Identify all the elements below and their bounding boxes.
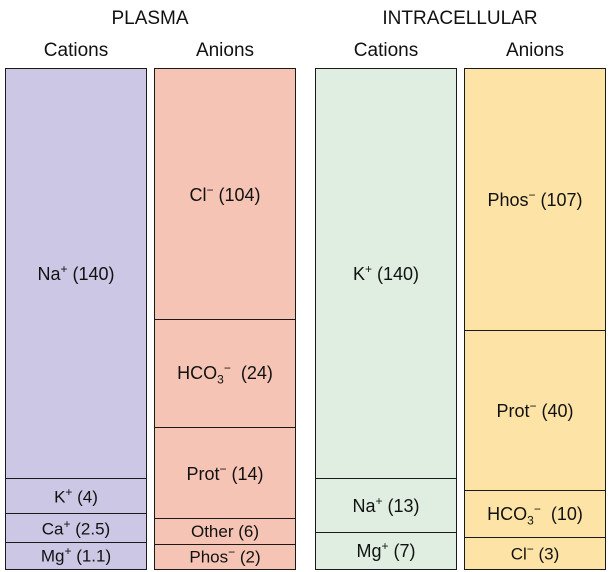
ion-value: (104) [213,184,261,205]
ion-charge: − [206,182,214,197]
ion-label: Phos− (107) [487,188,582,211]
intracellular-header: INTRACELLULAR [382,8,538,29]
ion-label: Cl− (3) [511,542,560,565]
ion-subscript: 3 [217,372,224,387]
ion-label: K+ (4) [54,485,98,508]
ion-name: Other [190,521,234,541]
ion-charge: + [63,516,71,531]
ion-value: (24) [230,363,273,383]
intra-anions-segment: Cl− (3) [464,537,606,570]
ion-value: (10) [540,503,583,524]
ion-value: (4) [72,487,98,507]
ion-label: Cl− (104) [189,183,260,206]
intracellular-cations-column: K+ (140) Na+ (13) Mg+ (7) [315,68,457,570]
intracellular-cations-header: Cations [353,40,419,61]
ion-name: Phos [487,190,529,211]
ion-name: Cl [189,184,207,205]
ion-subscript: 3 [527,513,534,528]
ion-name: Na [37,264,61,285]
plasma-cations-segment: Mg+ (1.1) [5,542,147,570]
intra-anions-segment: Phos− (107) [464,68,606,332]
plasma-cations-column: Na+ (140) K+ (4) Ca+ (2.5) Mg+ (1.1) [5,68,147,570]
ion-name: Na [352,496,376,517]
ion-charge: + [65,484,73,499]
ion-name: Phos [189,548,229,568]
ion-name: Prot [186,463,220,484]
ion-charge: + [60,262,68,277]
ion-name: Mg [40,547,65,567]
ion-label: HCO3− (24) [177,361,273,387]
ion-value: (1.1) [71,547,112,567]
ion-name: K [54,487,66,507]
ion-label: Mg+ (7) [356,539,415,562]
plasma-cations-header: Cations [43,40,109,61]
ion-value: (2.5) [70,519,111,539]
ion-value: (6) [233,521,260,541]
ion-charge: + [381,539,389,554]
intracellular-anions-column: Phos− (107) Prot− (40) HCO3− (10) Cl− (3) [464,68,606,570]
ion-value: (13) [382,496,420,517]
intracellular-anions-header: Anions [505,40,565,61]
ion-value: (140) [372,264,420,285]
ion-name: HCO [487,503,528,524]
ion-label: Other (6) [191,522,259,542]
ion-value: (2) [235,548,261,568]
intra-anions-segment: Prot− (40) [464,330,606,492]
ion-value: (3) [533,544,560,564]
plasma-anions-segment: HCO3− (24) [154,319,296,429]
plasma-header: PLASMA [111,8,189,29]
ion-label: Ca+ (2.5) [42,517,110,540]
intra-cations-segment: Mg+ (7) [315,532,457,570]
ion-charge: − [223,361,231,375]
ion-value: (14) [226,463,264,484]
intra-anions-segment: HCO3− (10) [464,490,606,539]
ion-label: Prot− (40) [496,399,573,422]
ion-name: Prot [496,401,530,422]
ion-charge: + [64,544,72,559]
plasma-anions-header: Anions [195,40,255,61]
ion-charge: − [526,541,534,556]
plasma-anions-segment: Prot− (14) [154,427,296,520]
intra-cations-segment: K+ (140) [315,68,457,480]
ion-value: (40) [536,401,574,422]
ion-charge: − [228,545,236,560]
plasma-anions-segment: Cl− (104) [154,68,296,321]
ion-charge: + [364,262,372,277]
ion-name: Ca [41,519,64,539]
plasma-cations-segment: Ca+ (2.5) [5,513,147,544]
ion-label: Prot− (14) [186,462,263,485]
plasma-anions-column: Cl− (104) HCO3− (24) Prot− (14) Other (6) Ph… [154,68,296,570]
ion-label: Na+ (13) [352,494,419,517]
intra-cations-segment: Na+ (13) [315,478,457,534]
plasma-anions-segment: Other (6) [154,518,296,546]
ion-name: K [352,264,365,285]
ion-name: Mg [356,541,382,562]
plasma-cations-segment: K+ (4) [5,478,147,515]
ion-charge: − [529,399,537,414]
ion-charge: − [528,188,536,203]
ion-label: Phos− (2) [189,545,260,568]
plasma-cations-segment: Na+ (140) [5,68,147,480]
plasma-anions-segment: Phos− (2) [154,544,296,570]
ion-value: (140) [67,264,115,285]
ion-label: HCO3− (10) [487,502,583,528]
ion-label: Na+ (140) [37,262,114,285]
ion-charge: + [375,494,383,509]
ion-charge: − [219,461,227,476]
ion-name: HCO [177,363,218,383]
ion-label: Mg+ (1.1) [41,544,111,567]
ion-charge: − [533,501,541,516]
ion-value: (7) [388,541,416,562]
ion-label: K+ (140) [353,262,419,285]
ion-value: (107) [535,190,583,211]
ion-name: Cl [510,544,527,564]
